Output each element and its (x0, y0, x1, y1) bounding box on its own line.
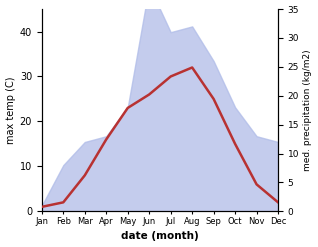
X-axis label: date (month): date (month) (121, 231, 199, 242)
Y-axis label: med. precipitation (kg/m2): med. precipitation (kg/m2) (303, 49, 313, 171)
Y-axis label: max temp (C): max temp (C) (5, 76, 16, 144)
